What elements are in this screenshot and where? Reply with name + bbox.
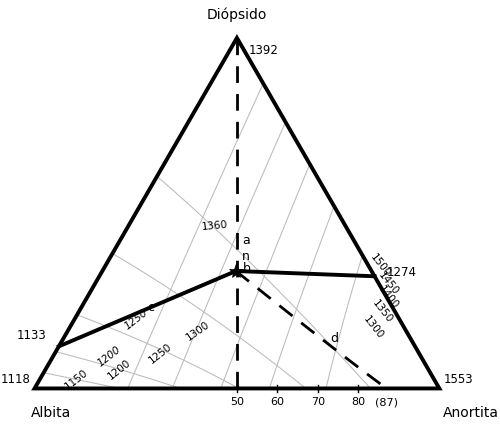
Text: 1300: 1300 <box>184 319 212 342</box>
Text: 1150: 1150 <box>64 368 90 392</box>
Text: 1250: 1250 <box>122 308 150 332</box>
Text: c: c <box>147 301 154 314</box>
Text: Albita: Albita <box>30 406 71 420</box>
Text: 1400: 1400 <box>376 284 400 311</box>
Text: 1553: 1553 <box>444 374 473 386</box>
Text: Diópsido: Diópsido <box>207 7 267 22</box>
Text: (87): (87) <box>375 397 398 407</box>
Text: b: b <box>243 262 251 276</box>
Text: 1200: 1200 <box>96 345 123 369</box>
Text: 50: 50 <box>230 397 244 407</box>
Text: 1500: 1500 <box>368 252 392 279</box>
Text: 1350: 1350 <box>370 298 394 325</box>
Text: 80: 80 <box>352 397 366 407</box>
Text: n: n <box>242 250 250 263</box>
Text: 1274: 1274 <box>386 266 416 279</box>
Text: Anortita: Anortita <box>444 406 500 420</box>
Text: 1250: 1250 <box>148 341 174 366</box>
Text: 70: 70 <box>311 397 325 407</box>
Text: 1392: 1392 <box>249 44 279 57</box>
Text: 1300: 1300 <box>362 314 386 340</box>
Text: 1450: 1450 <box>376 270 400 297</box>
Text: a: a <box>242 234 250 247</box>
Text: d: d <box>330 332 338 345</box>
Text: 1118: 1118 <box>0 374 30 386</box>
Text: 1360: 1360 <box>201 220 228 232</box>
Text: 1133: 1133 <box>17 329 46 343</box>
Text: 60: 60 <box>270 397 284 407</box>
Text: 1200: 1200 <box>106 357 132 381</box>
